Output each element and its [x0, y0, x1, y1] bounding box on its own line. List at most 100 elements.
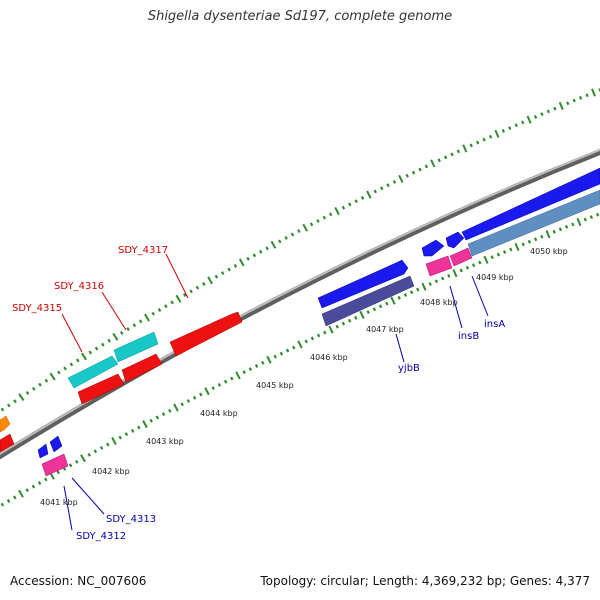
- gene-ins-pink-2[interactable]: [449, 247, 473, 267]
- gene-blue-small-b[interactable]: [49, 435, 63, 453]
- gene-label-sdy-4316[interactable]: SDY_4316: [54, 281, 104, 292]
- tick-mark: [440, 276, 445, 281]
- gene-label-insb[interactable]: insB: [458, 331, 479, 342]
- tick-mark: [292, 345, 296, 350]
- tick-mark: [149, 418, 153, 423]
- tick-mark: [348, 202, 352, 207]
- gene-label-sdy-4317[interactable]: SDY_4317: [118, 245, 168, 256]
- tick-mark: [13, 495, 17, 500]
- tick-mark: [56, 470, 60, 475]
- gene-sdy-4316[interactable]: [113, 331, 159, 363]
- tick-mark: [118, 435, 122, 440]
- tick-mark: [501, 129, 506, 133]
- tick-mark: [475, 140, 480, 145]
- tick-mark: [430, 159, 436, 168]
- tick-mark: [328, 325, 334, 334]
- map-title: Shigella dysenteriae Sd197, complete gen…: [147, 9, 453, 24]
- gene-label-yjbb[interactable]: yjbB: [398, 363, 420, 374]
- gene-pink-4313[interactable]: [41, 453, 69, 477]
- tick-mark: [437, 158, 441, 163]
- tick-mark: [63, 366, 67, 371]
- tick-mark: [259, 249, 263, 254]
- tick-mark: [252, 253, 257, 258]
- tick-mark: [238, 258, 245, 267]
- tick-mark: [373, 189, 377, 194]
- tick-mark: [494, 129, 500, 138]
- tick-mark: [170, 300, 174, 305]
- tick-mark: [385, 301, 389, 306]
- tick-mark: [75, 358, 80, 363]
- tick-mark: [119, 331, 124, 335]
- tick-mark: [75, 459, 79, 464]
- tick-mark: [217, 383, 222, 387]
- gene-yjbb[interactable]: [321, 275, 415, 327]
- forward-strand-genes: [0, 167, 600, 433]
- tick-mark: [354, 199, 358, 204]
- tick-mark: [571, 222, 575, 227]
- tick-mark: [483, 255, 489, 264]
- tick-mark: [137, 425, 141, 430]
- tick-mark: [447, 273, 451, 278]
- tick-mark: [161, 412, 166, 417]
- tick-mark: [261, 360, 265, 365]
- tick-mark: [545, 230, 551, 239]
- gene-blue-small-a[interactable]: [37, 443, 49, 459]
- tick-mark: [164, 304, 168, 309]
- tick-mark: [409, 290, 414, 295]
- tick-mark: [138, 319, 143, 324]
- gene-label-insa[interactable]: insA: [484, 319, 505, 330]
- tick-mark: [242, 370, 246, 375]
- tick-mark: [366, 310, 370, 314]
- tick-mark: [533, 237, 538, 242]
- gene-red-left[interactable]: [0, 433, 15, 453]
- tick-mark: [25, 488, 29, 493]
- tick-mark: [18, 489, 24, 498]
- kbp-label: 4045 kbp: [256, 381, 294, 390]
- tick-mark: [310, 336, 315, 341]
- tick-mark: [49, 372, 56, 381]
- gene-ins-pink-1[interactable]: [425, 255, 453, 277]
- gene-blue-3[interactable]: [445, 231, 465, 249]
- tick-mark: [99, 445, 104, 450]
- gene-label-sdy-4312[interactable]: SDY_4312: [76, 531, 126, 542]
- gene-blue-long[interactable]: [461, 167, 600, 241]
- kbp-label: 4050 kbp: [530, 247, 568, 256]
- tick-mark: [290, 232, 295, 237]
- tick-mark: [378, 304, 383, 309]
- gene-labels: SDY_4317 SDY_4316 SDY_4315 SDY_4313 SDY_…: [12, 245, 505, 542]
- gene-red-2[interactable]: [121, 353, 163, 383]
- gene-label-sdy-4315[interactable]: SDY_4315: [12, 303, 62, 314]
- tick-mark: [533, 114, 538, 119]
- tick-mark: [81, 352, 87, 361]
- gene-orange[interactable]: [0, 415, 11, 433]
- tick-mark: [578, 95, 583, 100]
- gene-label-sdy-4313[interactable]: SDY_4313: [106, 514, 156, 525]
- tick-mark: [6, 499, 11, 503]
- tick-mark: [469, 143, 473, 148]
- inner-tick-arc: [0, 212, 600, 507]
- tick-mark: [204, 387, 210, 396]
- tick-mark: [595, 212, 600, 217]
- gene-sdy-4315[interactable]: [67, 355, 119, 389]
- tick-mark: [175, 294, 182, 303]
- gene-red-1[interactable]: [77, 373, 125, 405]
- tick-mark: [230, 376, 234, 381]
- tick-mark: [69, 362, 74, 367]
- tick-mark: [142, 420, 148, 429]
- gene-blue-2[interactable]: [421, 239, 445, 257]
- kbp-labels: 4041 kbp 4042 kbp 4043 kbp 4044 kbp 4045…: [40, 247, 568, 507]
- kbp-label: 4048 kbp: [420, 298, 458, 307]
- tick-mark: [564, 224, 569, 229]
- tick-mark: [403, 293, 408, 297]
- gene-steel[interactable]: [467, 189, 600, 257]
- gene-blue-1[interactable]: [317, 259, 409, 309]
- tick-mark: [173, 403, 179, 412]
- tick-mark: [189, 289, 193, 294]
- tick-mark: [509, 247, 513, 252]
- tick-mark: [583, 217, 587, 222]
- tick-mark: [88, 350, 93, 355]
- tick-mark: [94, 346, 99, 351]
- tick-mark: [526, 115, 532, 124]
- gene-sdy-4317[interactable]: [169, 311, 243, 357]
